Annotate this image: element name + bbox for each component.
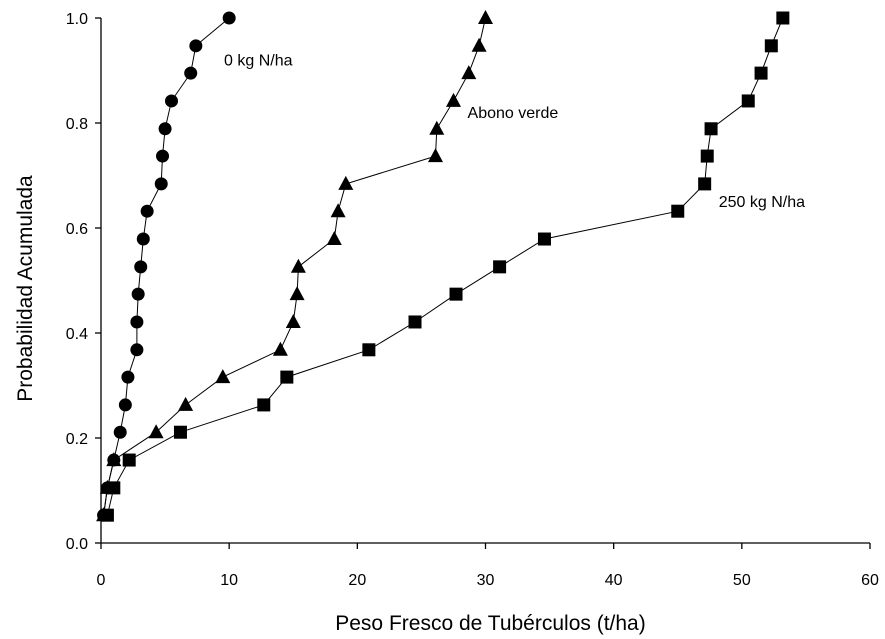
x-tick-label: 10: [220, 572, 238, 589]
x-tick-label: 20: [348, 572, 366, 589]
series-triangle: [96, 10, 493, 522]
data-point-triangle: [148, 424, 164, 439]
data-point-circle: [113, 425, 127, 439]
data-point-square: [776, 11, 790, 25]
data-point-square: [122, 453, 136, 467]
annotation-layer: 0 kg N/ha Abono verde 250 kg N/ha: [224, 52, 805, 211]
data-point-square: [671, 204, 685, 218]
x-tick-label: 0: [97, 572, 106, 589]
data-point-square: [754, 66, 768, 80]
data-point-circle: [158, 122, 172, 136]
data-point-triangle: [429, 120, 445, 135]
x-tick-label: 30: [477, 572, 495, 589]
data-point-square: [698, 177, 712, 191]
data-point-triangle: [330, 203, 346, 218]
data-point-square: [280, 370, 294, 384]
y-axis-ticks: 0.0 0.2 0.4 0.6 0.8 1.0: [66, 11, 101, 553]
data-point-square: [537, 232, 551, 246]
data-point-triangle: [326, 231, 342, 245]
data-point-triangle: [290, 258, 306, 273]
data-point-triangle: [178, 396, 194, 411]
y-axis-title: Probabilidad Acumulada: [14, 175, 37, 402]
data-point-triangle: [215, 369, 231, 384]
data-point-circle: [118, 398, 132, 412]
series-line: [106, 17, 784, 516]
data-point-triangle: [461, 65, 477, 80]
data-point-circle: [189, 39, 203, 53]
data-point-triangle: [289, 286, 305, 301]
data-point-triangle: [428, 148, 443, 163]
data-point-triangle: [106, 452, 122, 467]
data-point-circle: [130, 343, 144, 357]
series-square: [100, 11, 790, 522]
data-point-square: [704, 122, 718, 136]
data-point-triangle: [446, 92, 461, 107]
data-point-triangle: [478, 10, 493, 24]
data-point-circle: [130, 315, 144, 329]
data-point-square: [107, 481, 121, 495]
x-tick-label: 60: [861, 572, 879, 589]
x-tick-label: 40: [605, 572, 623, 589]
data-point-circle: [184, 66, 198, 80]
data-point-triangle: [471, 37, 487, 52]
x-tick-label: 50: [733, 572, 751, 589]
data-point-circle: [140, 204, 154, 218]
x-axis-title: Peso Fresco de Tubérculos (t/ha): [335, 612, 645, 635]
data-point-square: [493, 260, 507, 274]
y-tick-label: 0.6: [66, 221, 88, 238]
y-tick-label: 0.8: [66, 116, 88, 133]
data-point-square: [257, 398, 271, 412]
y-tick-label: 1.0: [66, 11, 88, 28]
data-point-square: [700, 149, 714, 163]
data-point-circle: [136, 232, 150, 246]
data-point-circle: [121, 370, 135, 384]
series-annotation: 0 kg N/ha: [224, 52, 293, 69]
data-point-square: [100, 508, 114, 522]
y-tick-label: 0.0: [66, 536, 88, 553]
data-point-triangle: [285, 314, 301, 328]
series-circle: [97, 11, 236, 522]
data-point-circle: [134, 260, 148, 274]
series-annotation: Abono verde: [468, 105, 559, 122]
x-axis-ticks: 0 10 20 30 40 50 60: [97, 543, 879, 589]
series-layer: [96, 10, 790, 522]
data-point-circle: [131, 287, 145, 301]
data-point-square: [408, 315, 422, 329]
data-point-circle: [222, 11, 236, 25]
data-point-square: [764, 39, 778, 53]
plot-area: 0 10 20 30 40 50 60 0.0 0.2 0.4 0.6 0.8 1.0 0 kg N/…: [66, 10, 879, 589]
y-tick-label: 0.4: [66, 326, 88, 343]
data-point-square: [741, 94, 755, 108]
series-annotation: 250 kg N/ha: [719, 194, 805, 211]
y-tick-label: 0.2: [66, 431, 88, 448]
data-point-circle: [154, 177, 168, 191]
data-point-circle: [164, 94, 178, 108]
data-point-square: [449, 287, 463, 301]
data-point-square: [173, 425, 187, 439]
series-line: [103, 17, 230, 516]
data-point-triangle: [338, 175, 354, 190]
data-point-triangle: [272, 341, 288, 356]
data-point-circle: [156, 149, 170, 163]
data-point-square: [362, 343, 376, 357]
